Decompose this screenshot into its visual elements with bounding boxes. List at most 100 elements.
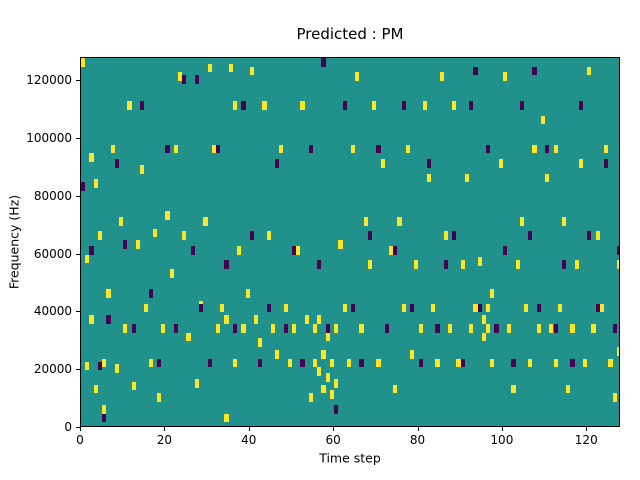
heatmap-cell-high <box>194 378 200 388</box>
heatmap-cell-low <box>452 231 457 241</box>
heatmap-cell-high <box>93 179 98 189</box>
heatmap-cell-high <box>89 315 94 324</box>
heatmap-cell-high <box>464 173 470 183</box>
heatmap-cell-high <box>515 260 520 269</box>
heatmap-cell-high <box>216 323 221 333</box>
heatmap-cell-high <box>363 216 368 226</box>
heatmap-cell-low <box>587 231 592 241</box>
heatmap-cell-low <box>393 245 398 255</box>
heatmap-cell-low <box>502 245 508 255</box>
x-tick-mark <box>248 427 250 431</box>
heatmap-cell-high <box>536 323 541 333</box>
heatmap-cell-low <box>140 101 145 111</box>
heatmap-cell-high <box>283 303 288 313</box>
heatmap-cell-low <box>106 315 111 324</box>
heatmap-cell-low <box>401 101 406 111</box>
x-tick-mark <box>586 427 588 431</box>
heatmap-cell-high <box>519 216 524 226</box>
heatmap-cell-low <box>561 260 567 269</box>
heatmap-cell-high <box>477 257 482 267</box>
heatmap-cell-high <box>329 390 335 400</box>
heatmap-cell-low <box>300 358 305 368</box>
heatmap-cell-low <box>114 159 119 168</box>
heatmap-cell-high <box>414 260 419 269</box>
heatmap-cell-low <box>123 240 128 249</box>
heatmap-cell-low <box>384 323 389 333</box>
heatmap-cell-high <box>148 358 153 368</box>
heatmap-cell-high <box>376 358 381 368</box>
heatmap-cell-low <box>249 231 254 241</box>
heatmap-cell-low <box>194 75 200 84</box>
heatmap-cell-low <box>426 159 432 168</box>
heatmap-cell-low <box>578 101 584 111</box>
heatmap-cell-high <box>152 228 157 238</box>
heatmap-cell-high <box>486 323 491 333</box>
heatmap-cell-high <box>486 303 491 313</box>
heatmap-cell-low <box>321 58 326 67</box>
heatmap-cell-high <box>443 231 449 241</box>
heatmap-cell-high <box>102 358 107 368</box>
heatmap-cell-high <box>540 115 546 125</box>
y-tick-label: 100000 <box>26 130 72 145</box>
heatmap-cell-high <box>93 384 98 394</box>
heatmap-cell-low <box>131 323 136 333</box>
heatmap-cell-high <box>296 245 301 255</box>
heatmap-cell-high <box>300 101 305 111</box>
heatmap-cell-low <box>410 303 415 313</box>
heatmap-cell-high <box>325 332 330 342</box>
heatmap-cell-high <box>578 159 584 168</box>
heatmap-cell-high <box>460 260 465 269</box>
heatmap-cell-high <box>549 323 554 333</box>
heatmap-cell-high <box>338 240 343 249</box>
heatmap-cell-high <box>595 231 600 241</box>
heatmap-cell-high <box>456 358 461 368</box>
heatmap-cell-high <box>85 361 90 371</box>
x-tick-label: 80 <box>409 433 426 447</box>
y-tick-label: 20000 <box>33 362 72 377</box>
heatmap-cell-high <box>388 245 394 255</box>
x-tick-label: 0 <box>76 433 84 447</box>
heatmap-cell-high <box>511 384 516 394</box>
heatmap-cell-high <box>490 358 495 368</box>
heatmap-cell-high <box>106 289 111 298</box>
x-tick-mark <box>164 427 166 431</box>
heatmap-cell-high <box>490 289 495 298</box>
heatmap-cell-high <box>523 303 529 313</box>
heatmap-cell-low <box>486 144 491 154</box>
heatmap-cell-high <box>574 260 579 269</box>
heatmap-cell-low <box>232 323 238 333</box>
heatmap-cell-low <box>317 260 322 269</box>
heatmap-cell-high <box>232 101 238 111</box>
heatmap-cell-low <box>460 358 465 368</box>
heatmap-cell-high <box>355 72 360 82</box>
x-axis-label: Time step <box>319 450 381 466</box>
heatmap-cell-high <box>545 173 550 183</box>
x-tick-label: 40 <box>241 433 257 447</box>
heatmap-cell-high <box>604 144 609 154</box>
chart-title: Predicted : PM <box>296 25 404 43</box>
y-tick-mark <box>76 369 80 371</box>
heatmap-cell-low <box>443 260 449 269</box>
heatmap-cell-high <box>169 269 174 278</box>
heatmap-cell-high <box>321 349 326 359</box>
heatmap-cell-high <box>553 144 558 154</box>
heatmap-cell-low <box>266 303 271 313</box>
heatmap-cell-low <box>190 245 195 255</box>
heatmap-cell-high <box>237 245 242 255</box>
heatmap-cell-high <box>380 159 385 168</box>
heatmap-cell-low <box>473 66 478 76</box>
heatmap-cell-low <box>258 358 263 368</box>
heatmap-cell-high <box>144 303 149 313</box>
heatmap-cell-low <box>418 358 423 368</box>
heatmap-cell-high <box>313 323 318 333</box>
x-tick-label: 120 <box>574 433 598 447</box>
heatmap-cell-low <box>469 101 474 111</box>
x-tick-label: 20 <box>156 433 173 447</box>
heatmap-cell-high <box>266 231 271 241</box>
heatmap-cell-high <box>253 315 259 324</box>
heatmap-cell-low <box>283 323 288 333</box>
heatmap-cell-high <box>232 358 238 368</box>
heatmap-cell-high <box>270 323 276 333</box>
y-tick-label: 60000 <box>33 246 72 261</box>
heatmap-cell-high <box>439 72 444 82</box>
